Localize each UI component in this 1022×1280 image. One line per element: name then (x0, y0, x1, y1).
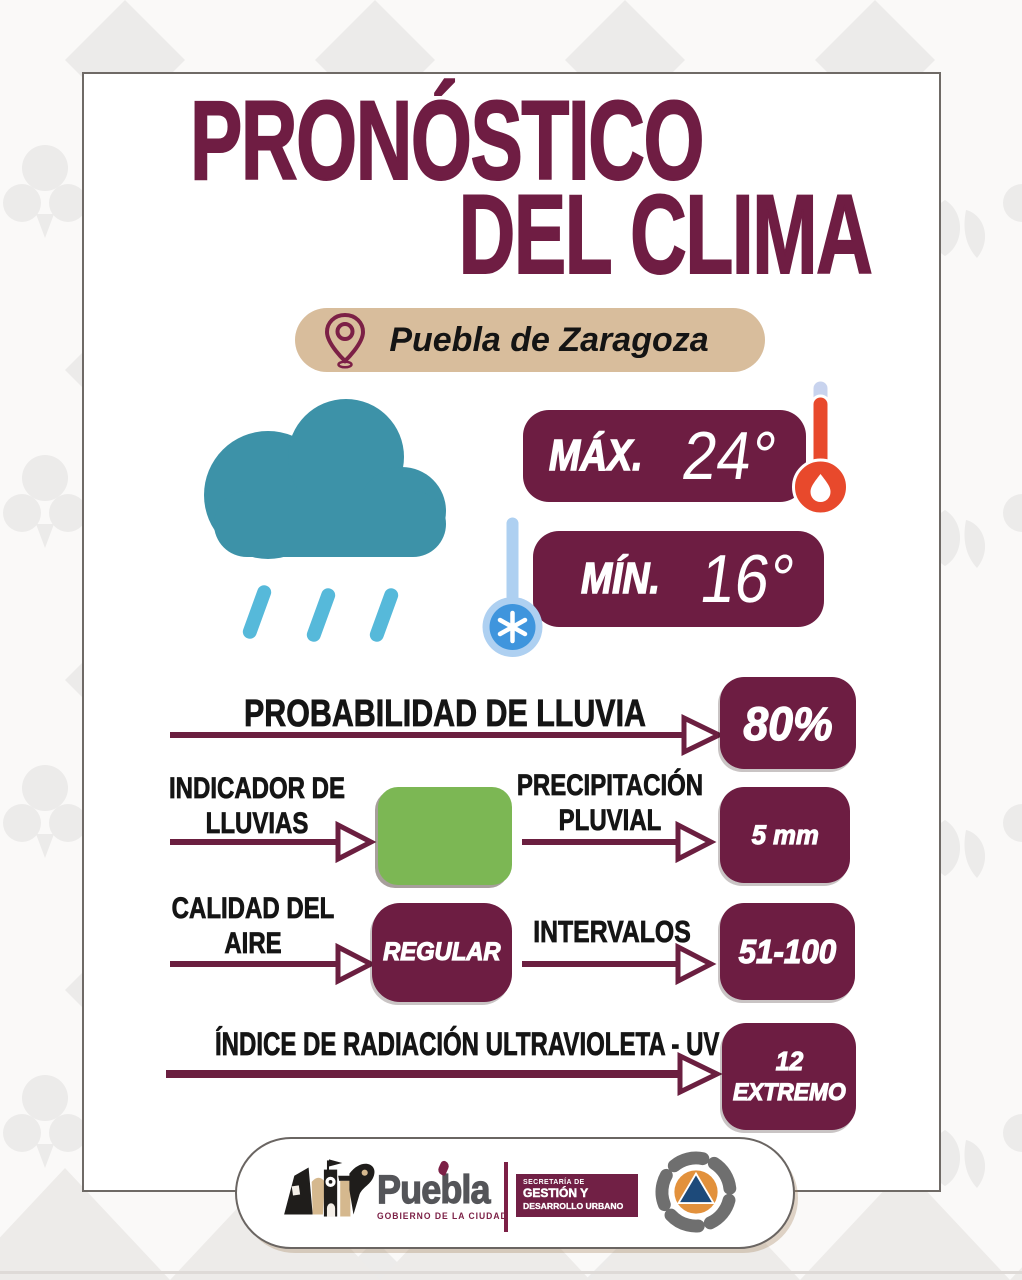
min-temp-value: 16° (696, 541, 800, 617)
air-quality-value: REGULAR (372, 903, 512, 1002)
max-temp-label: MÁX. (548, 430, 643, 481)
civil-protection-icon (650, 1146, 742, 1238)
max-temperature-badge: MÁX. 24° (523, 410, 806, 502)
air-quality-label: CALIDAD DEL AIRE (171, 892, 335, 961)
city-subtitle: GOBIERNO DE LA CIUDAD (377, 1211, 508, 1222)
rain-indicator-label: INDICADOR DE LLUVIAS (168, 772, 346, 841)
bottom-divider-line (0, 1271, 1022, 1274)
rain-indicator-swatch (378, 787, 512, 885)
footer-divider (504, 1162, 508, 1232)
max-temp-value: 24° (678, 418, 782, 494)
thermometer-hot-icon (790, 378, 852, 518)
thermometer-cold-icon (481, 512, 545, 660)
rain-cloud-icon (198, 393, 462, 575)
uv-index-label: ÍNDICE DE RADIACIÓN ULTRAVIOLETA - UV (215, 1026, 720, 1063)
rain-probability-value: 80% (720, 677, 856, 769)
rain-probability-label: PROBABILIDAD DE LLUVIA (244, 693, 647, 736)
arrow-right-icon (170, 820, 377, 864)
location-name: Puebla de Zaragoza (389, 320, 709, 359)
arrow-right-icon (522, 942, 717, 986)
location-badge: Puebla de Zaragoza (295, 308, 765, 372)
city-emblem-icon (278, 1155, 380, 1225)
secretary-badge: SECRETARÍA DE GESTIÓN Y DESARROLLO URBAN… (516, 1174, 638, 1217)
arrow-right-icon (166, 1052, 723, 1096)
precipitation-value: 5 mm (720, 787, 850, 883)
arrow-right-icon (170, 714, 725, 756)
precipitation-label: PRECIPITACIÓN PLUVIAL (516, 769, 704, 838)
min-temperature-badge: MÍN. 16° (533, 531, 824, 627)
min-temp-label: MÍN. (580, 553, 660, 604)
uv-index-value: 12 EXTREMO (722, 1023, 856, 1130)
location-pin-icon (323, 311, 367, 369)
intervals-label: INTERVALOS (533, 914, 691, 950)
city-wordmark: Puebla (376, 1167, 491, 1212)
snowflake-icon (497, 610, 528, 644)
arrow-right-icon (170, 942, 377, 986)
intervals-value: 51-100 (720, 903, 855, 1000)
arrow-right-icon (522, 820, 717, 864)
poster-title-line2: DEL CLIMA (458, 172, 874, 297)
